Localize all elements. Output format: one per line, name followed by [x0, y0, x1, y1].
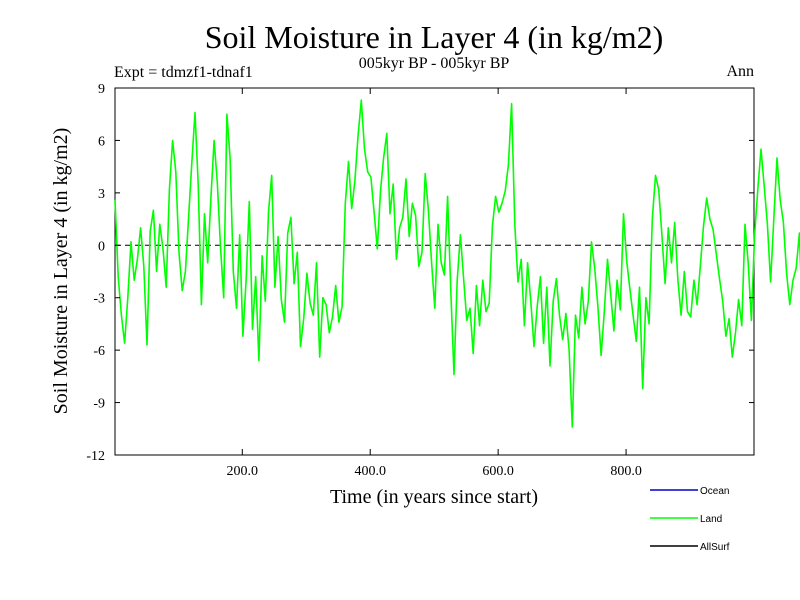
x-tick-label: 600.0: [482, 464, 514, 479]
chart-subtitle: 005kyr BP - 005kyr BP: [359, 55, 510, 72]
season-label: Ann: [726, 63, 754, 80]
legend-label-land: Land: [700, 514, 722, 525]
y-tick-label: 0: [98, 239, 105, 254]
x-axis-ticks: 200.0 400.0 600.0 800.0: [227, 88, 642, 479]
series-line-land: [114, 99, 800, 428]
plot-area: [114, 87, 755, 456]
y-tick-label: -9: [93, 397, 105, 412]
legend-label-ocean: Ocean: [700, 486, 729, 497]
x-tick-label: 200.0: [227, 464, 259, 479]
legend-label-allsurf: AllSurf: [700, 542, 730, 553]
y-axis-ticks: 9 6 3 0 -3 -6 -9 -12: [86, 82, 754, 464]
y-tick-label: 6: [98, 134, 105, 149]
chart-title: Soil Moisture in Layer 4 (in kg/m2): [205, 19, 664, 55]
x-tick-label: 400.0: [354, 464, 386, 479]
y-tick-label: -6: [93, 344, 105, 359]
y-axis-label: Soil Moisture in Layer 4 (in kg/m2): [50, 128, 72, 415]
series-group: [114, 99, 800, 428]
x-axis-label: Time (in years since start): [330, 486, 538, 508]
y-tick-label: -3: [93, 292, 105, 307]
y-tick-label: -12: [86, 449, 105, 464]
legend: Ocean Land AllSurf: [650, 486, 730, 553]
y-tick-label: 3: [98, 187, 105, 202]
x-tick-label: 800.0: [610, 464, 642, 479]
experiment-label: Expt = tdmzf1-tdnaf1: [114, 64, 253, 81]
y-tick-label: 9: [98, 82, 105, 97]
